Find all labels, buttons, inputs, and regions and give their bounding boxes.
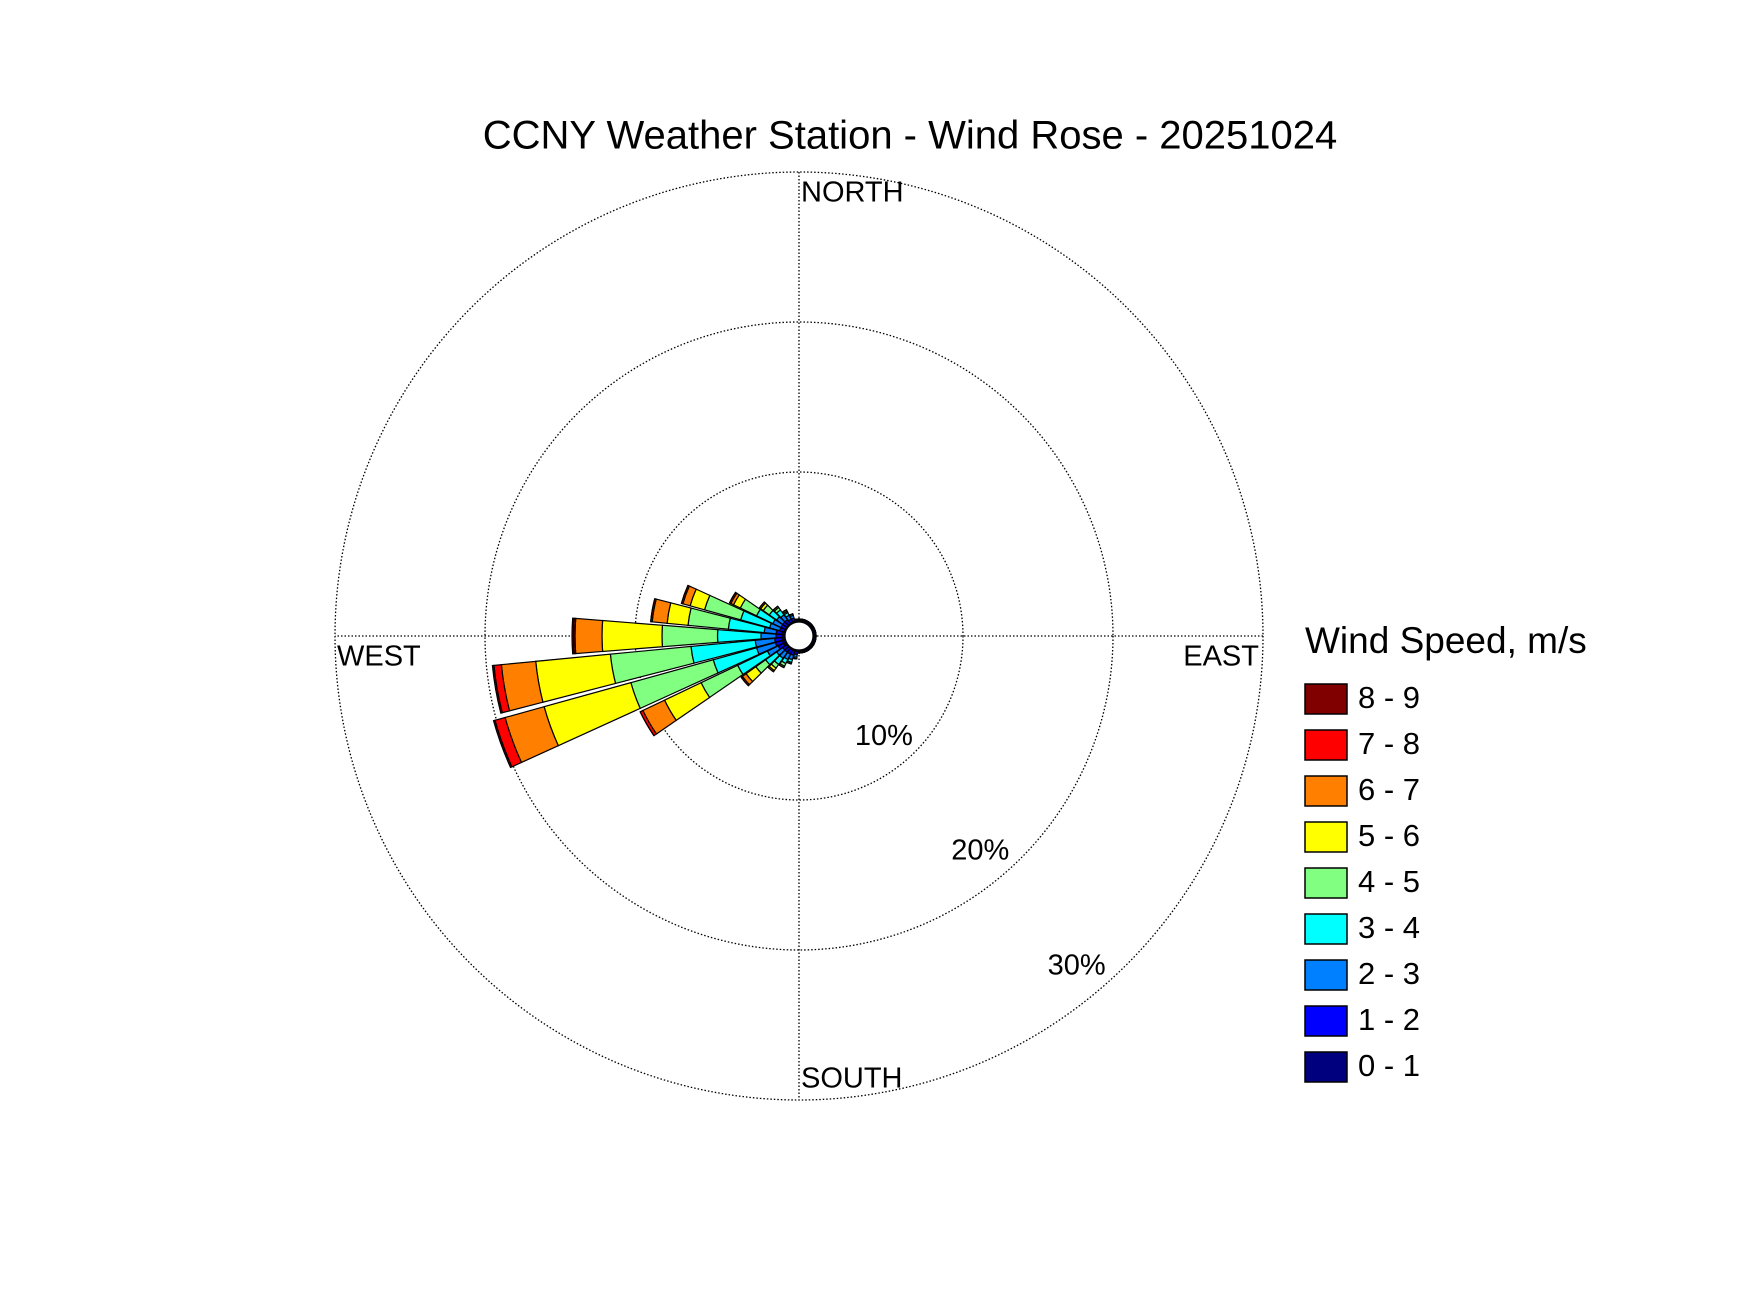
- wedge: [492, 719, 513, 769]
- r-tick-label: 20%: [951, 835, 1009, 867]
- direction-label: NORTH: [801, 177, 904, 209]
- r-tick-label: 30%: [1048, 950, 1106, 982]
- wedge: [767, 666, 774, 673]
- wedge: [759, 601, 765, 609]
- wedge: [772, 605, 779, 611]
- legend-label: 6 - 7: [1358, 772, 1420, 807]
- legend-title: Wind Speed, m/s: [1305, 620, 1587, 661]
- legend-label: 7 - 8: [1358, 726, 1420, 761]
- wedge: [661, 624, 719, 648]
- legend-label: 8 - 9: [1358, 680, 1420, 715]
- legend-label: 5 - 6: [1358, 818, 1420, 853]
- wedge: [728, 592, 737, 604]
- legend-label: 4 - 5: [1358, 864, 1420, 899]
- direction-label: SOUTH: [801, 1063, 903, 1095]
- wedge: [793, 657, 797, 660]
- r-tick-label: 10%: [855, 720, 913, 752]
- wedge: [740, 676, 749, 687]
- wedge: [574, 617, 604, 655]
- legend-swatch: [1304, 821, 1348, 853]
- legend-swatch: [1304, 959, 1348, 991]
- legend-swatch: [1304, 683, 1348, 715]
- legend-label: 1 - 2: [1358, 1002, 1420, 1037]
- center-hole: [784, 621, 814, 651]
- wedge: [601, 619, 664, 653]
- wedge: [639, 711, 655, 737]
- legend-label: 3 - 4: [1358, 910, 1420, 945]
- grid-ring: [484, 321, 1114, 951]
- wedge: [571, 617, 575, 655]
- legend-swatch: [1304, 1005, 1348, 1037]
- legend-swatch: [1304, 775, 1348, 807]
- direction-label: EAST: [1183, 641, 1259, 673]
- chart-title: CCNY Weather Station - Wind Rose - 20251…: [483, 114, 1338, 158]
- legend-swatch: [1304, 1051, 1348, 1083]
- legend-label: 0 - 1: [1358, 1048, 1420, 1083]
- legend-swatch: [1304, 913, 1348, 945]
- wedge: [491, 664, 503, 714]
- wedge: [782, 609, 787, 613]
- direction-label: WEST: [337, 641, 421, 673]
- legend-label: 2 - 3: [1358, 956, 1420, 991]
- legend-swatch: [1304, 867, 1348, 899]
- legend-swatch: [1304, 729, 1348, 761]
